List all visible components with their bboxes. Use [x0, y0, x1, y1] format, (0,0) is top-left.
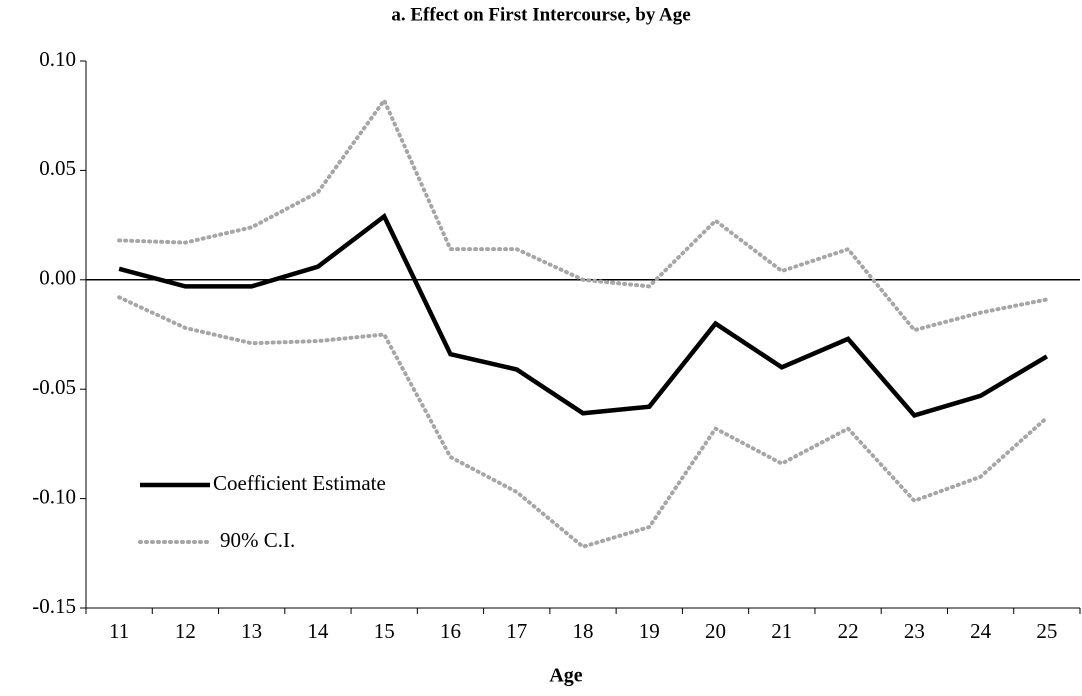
x-tick-label: 17: [506, 619, 527, 643]
x-tick-label: 16: [440, 619, 461, 643]
x-tick-label: 19: [639, 619, 660, 643]
x-tick-label: 24: [970, 619, 992, 643]
y-tick-label: 0.00: [39, 266, 76, 290]
x-tick-label: 15: [374, 619, 395, 643]
x-tick-label: 18: [573, 619, 594, 643]
series-line: [118, 212, 1049, 419]
x-tick-label: 12: [175, 619, 196, 643]
x-tick-label: 20: [705, 619, 726, 643]
x-tick-label: 25: [1036, 619, 1057, 643]
ci-upper-line: [117, 96, 1049, 333]
x-tick-label: 11: [109, 619, 129, 643]
y-tick-label: 0.05: [39, 156, 76, 180]
x-tick-label: 21: [771, 619, 792, 643]
ci-lower-line: [117, 295, 1049, 549]
x-tick-label: 23: [904, 619, 925, 643]
x-tick-label: 14: [307, 619, 329, 643]
y-tick-label: -0.10: [32, 484, 76, 508]
x-tick-label: 22: [838, 619, 859, 643]
y-tick-label: 0.10: [39, 47, 76, 71]
y-tick-label: -0.15: [32, 594, 76, 618]
x-axis-title: Age: [549, 665, 582, 687]
legend-label: 90% C.I.: [220, 528, 295, 552]
y-tick-label: -0.05: [32, 375, 76, 399]
chart-title: a. Effect on First Intercourse, by Age: [391, 4, 690, 25]
legend-label: Coefficient Estimate: [213, 471, 386, 495]
x-tick-label: 13: [241, 619, 262, 643]
